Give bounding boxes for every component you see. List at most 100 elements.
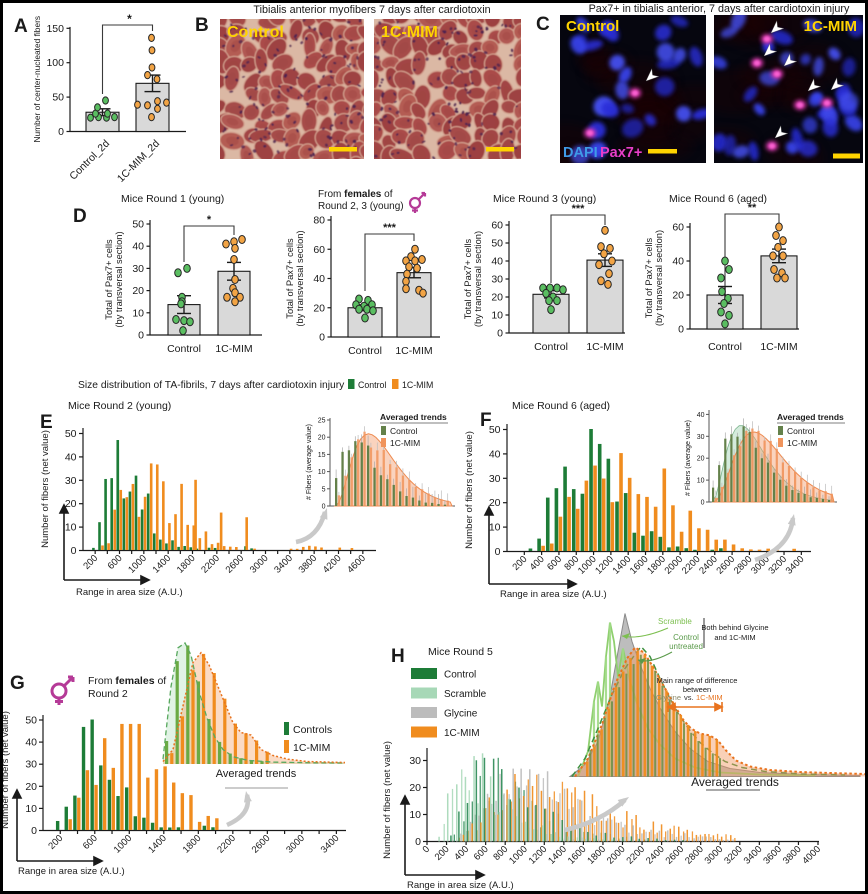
svg-text:0: 0	[138, 330, 144, 342]
svg-text:20: 20	[313, 302, 325, 314]
svg-text:0: 0	[58, 126, 64, 138]
svg-text:3800: 3800	[781, 844, 804, 867]
svg-text:1200: 1200	[593, 554, 616, 577]
svg-text:10: 10	[409, 809, 421, 821]
svg-text:2000: 2000	[605, 844, 628, 867]
svg-text:0: 0	[678, 324, 684, 336]
svg-text:Total of Pax7+ cells: Total of Pax7+ cells	[104, 239, 114, 320]
svg-text:(by transversal section): (by transversal section)	[114, 231, 124, 327]
svg-text:Number of fibers (net value): Number of fibers (net value)	[3, 711, 11, 829]
svg-text:2400: 2400	[644, 844, 667, 867]
svg-text:Glycine: Glycine	[656, 693, 681, 702]
svg-text:2600: 2600	[224, 553, 247, 576]
svg-text:From females of: From females of	[88, 675, 166, 687]
svg-text:3400: 3400	[319, 833, 342, 856]
svg-text:Total of Pax7+ cells: Total of Pax7+ cells	[644, 237, 654, 318]
svg-text:1400: 1400	[146, 833, 169, 856]
svg-text:Controls: Controls	[293, 724, 332, 736]
svg-text:Scramble: Scramble	[444, 689, 487, 700]
svg-text:(by transversal section): (by transversal section)	[654, 230, 664, 326]
svg-text:Averaged trends: Averaged trends	[691, 775, 779, 789]
svg-text:0: 0	[322, 504, 326, 511]
svg-text:between: between	[683, 685, 711, 694]
svg-text:*: *	[127, 12, 132, 26]
svg-text:Control: Control	[534, 341, 568, 353]
svg-text:30: 30	[491, 274, 503, 286]
svg-text:***: ***	[383, 222, 397, 234]
svg-text:0: 0	[495, 546, 501, 558]
svg-text:30: 30	[25, 759, 37, 771]
svg-text:20: 20	[25, 781, 37, 793]
svg-text:20: 20	[697, 456, 705, 463]
svg-text:1C-MIM: 1C-MIM	[402, 380, 433, 390]
svg-text:50: 50	[132, 219, 144, 231]
svg-text:1000: 1000	[112, 833, 135, 856]
svg-text:# Fibers (average value): # Fibers (average value)	[685, 420, 692, 496]
svg-text:Range in area size (A.U.): Range in area size (A.U.)	[18, 866, 125, 877]
svg-text:60: 60	[491, 220, 503, 232]
svg-text:2600: 2600	[250, 833, 273, 856]
svg-text:40: 40	[132, 241, 144, 253]
svg-text:40: 40	[672, 256, 684, 268]
svg-text:Averaged trends: Averaged trends	[777, 412, 844, 422]
svg-text:2200: 2200	[624, 844, 647, 867]
svg-text:150: 150	[46, 23, 64, 35]
svg-text:1C-MIM: 1C-MIM	[760, 341, 797, 353]
svg-text:Control: Control	[227, 24, 284, 41]
svg-text:20: 20	[489, 497, 501, 509]
svg-text:20: 20	[65, 498, 77, 510]
svg-text:Range in area size (A.U.): Range in area size (A.U.)	[500, 589, 607, 600]
svg-text:0: 0	[31, 825, 37, 837]
svg-text:1600: 1600	[628, 554, 651, 577]
svg-text:1400: 1400	[546, 844, 569, 867]
svg-text:1C-MIM: 1C-MIM	[696, 693, 723, 702]
svg-text:200: 200	[46, 833, 65, 852]
svg-text:30: 30	[132, 263, 144, 275]
svg-text:Total of Pax7+ cells: Total of Pax7+ cells	[463, 238, 473, 319]
svg-text:0: 0	[421, 844, 433, 856]
svg-text:3000: 3000	[284, 833, 307, 856]
svg-text:10: 10	[489, 522, 501, 534]
svg-text:200: 200	[433, 844, 452, 863]
svg-text:400: 400	[452, 844, 471, 863]
svg-text:3200: 3200	[766, 554, 789, 577]
svg-text:From females of: From females of	[318, 189, 393, 200]
svg-text:600: 600	[106, 553, 125, 572]
svg-text:3800: 3800	[297, 553, 320, 576]
svg-text:40: 40	[25, 737, 37, 749]
svg-text:4200: 4200	[321, 553, 344, 576]
svg-text:1C-MIM: 1C-MIM	[381, 24, 438, 41]
svg-text:400: 400	[528, 554, 547, 573]
svg-text:vs.: vs.	[684, 693, 694, 702]
svg-text:Mice Round 6 (aged): Mice Round 6 (aged)	[669, 193, 767, 205]
svg-text:Number of fibers (net value): Number of fibers (net value)	[40, 430, 51, 548]
svg-text:60: 60	[672, 222, 684, 234]
svg-text:Range in area size (A.U.): Range in area size (A.U.)	[407, 880, 514, 891]
svg-text:Number of fibers (net value): Number of fibers (net value)	[382, 741, 393, 859]
svg-text:1000: 1000	[126, 553, 149, 576]
svg-text:(by transversal section): (by transversal section)	[473, 231, 483, 327]
svg-text:Round 2: Round 2	[88, 688, 128, 700]
svg-text:DAPI: DAPI	[563, 145, 598, 161]
svg-text:3000: 3000	[703, 844, 726, 867]
svg-text:1600: 1600	[566, 844, 589, 867]
svg-text:2000: 2000	[663, 554, 686, 577]
svg-text:20: 20	[672, 290, 684, 302]
svg-text:1C-MIM: 1C-MIM	[395, 345, 432, 357]
svg-text:Control: Control	[167, 343, 201, 355]
svg-text:2800: 2800	[732, 554, 755, 577]
svg-text:50: 50	[65, 428, 77, 440]
svg-text:10: 10	[132, 307, 144, 319]
svg-text:Total of Pax7+ cells: Total of Pax7+ cells	[285, 238, 295, 319]
svg-text:3000: 3000	[248, 553, 271, 576]
svg-text:1000: 1000	[576, 554, 599, 577]
svg-text:1C-MIM: 1C-MIM	[804, 18, 857, 35]
svg-text:D: D	[73, 206, 87, 227]
svg-text:2400: 2400	[697, 554, 720, 577]
svg-text:Control: Control	[787, 426, 815, 436]
svg-text:15: 15	[318, 452, 326, 459]
svg-text:60: 60	[313, 244, 325, 256]
svg-text:1800: 1800	[175, 553, 198, 576]
svg-text:Pax7+: Pax7+	[600, 145, 642, 161]
svg-text:Range in area size (A.U.): Range in area size (A.U.)	[76, 587, 183, 598]
